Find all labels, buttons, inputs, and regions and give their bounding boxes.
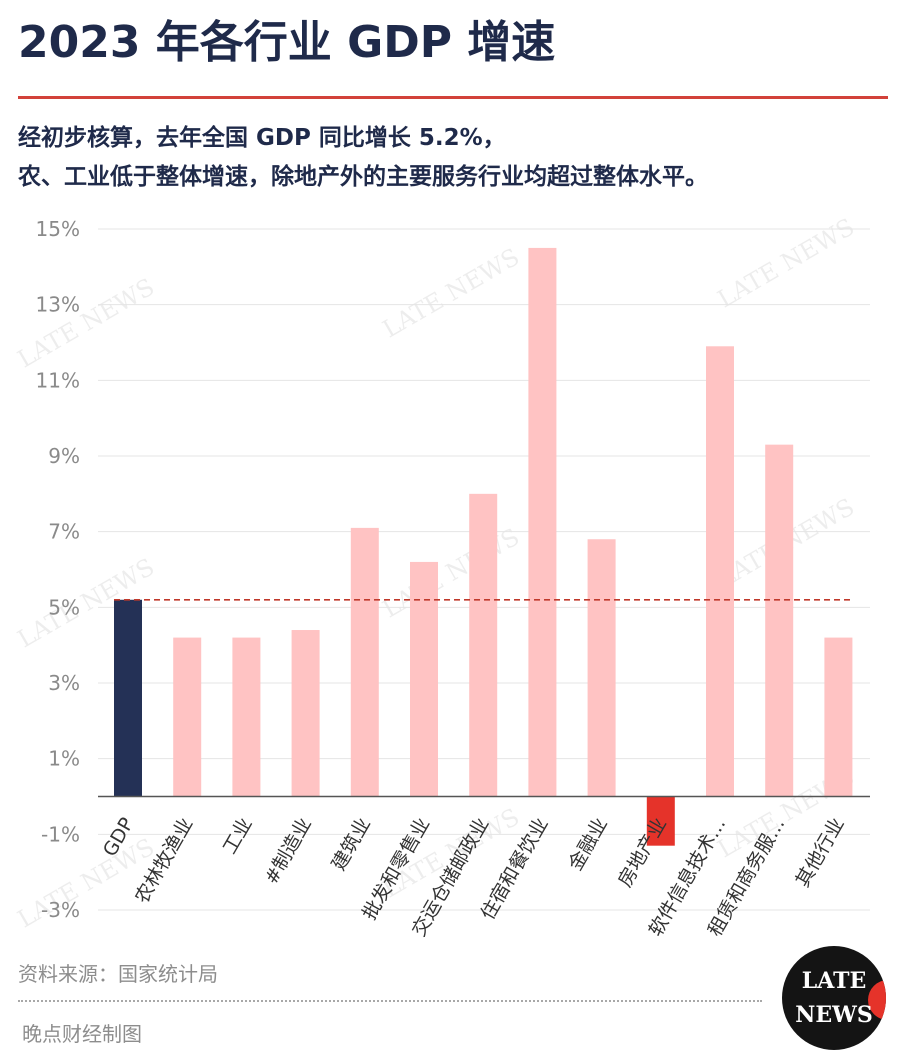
subtitle-line-2: 农、工业低于整体增速，除地产外的主要服务行业均超过整体水平。 <box>18 164 708 190</box>
y-tick-label: 13% <box>36 293 80 317</box>
watermark-text: LATE NEWS <box>713 213 859 314</box>
logo-line-2: NEWS <box>795 1002 873 1028</box>
late-news-logo: LATE NEWS <box>782 946 886 1050</box>
y-tick-label: 15% <box>36 217 80 241</box>
x-tick-label: 工业 <box>219 814 257 858</box>
y-tick-label: 11% <box>36 368 80 392</box>
x-tick-label: 其他行业 <box>792 814 849 891</box>
bar-7 <box>528 247 557 797</box>
x-tick-label: 建筑业 <box>328 814 376 874</box>
chart-credit: 晚点财经制图 <box>22 1022 142 1046</box>
y-tick-label: 7% <box>48 520 80 544</box>
bar-12 <box>824 637 853 797</box>
y-tick-label: 1% <box>48 747 80 771</box>
y-tick-label: 5% <box>48 595 80 619</box>
x-tick-label: #制造业 <box>260 814 316 888</box>
watermark-text: LATE NEWS <box>13 833 159 934</box>
y-tick-label: -3% <box>41 898 80 922</box>
watermark-text: LATE NEWS <box>13 273 159 374</box>
bar-1 <box>173 637 202 797</box>
watermark-text: LATE NEWS <box>378 523 524 624</box>
y-tick-label: -1% <box>41 822 80 846</box>
bar-10 <box>706 346 734 797</box>
bar-9 <box>646 796 675 846</box>
bar-8 <box>587 539 616 797</box>
title-divider <box>18 96 888 99</box>
y-axis-ticks: 15% 13% 11% 9% 7% 5% 3% 1% -1% -3% <box>36 217 80 922</box>
footer-divider <box>18 1000 762 1002</box>
bar-4 <box>350 527 379 797</box>
data-source: 资料来源：国家统计局 <box>18 962 218 986</box>
x-tick-label: 金融业 <box>564 814 612 874</box>
bar-2 <box>232 637 261 797</box>
bars <box>114 247 853 846</box>
page-title: 2023 年各行业 GDP 增速 <box>18 17 556 68</box>
watermark-text: LATE NEWS <box>378 243 524 344</box>
bar-5 <box>410 561 438 797</box>
bar-6 <box>469 493 498 797</box>
bar-11 <box>765 444 794 797</box>
subtitle-line-1: 经初步核算，去年全国 GDP 同比增长 5.2%， <box>18 125 506 151</box>
y-tick-label: 3% <box>48 671 80 695</box>
logo-line-1: LATE <box>801 968 867 994</box>
gdp-growth-bar-chart: LATE NEWS LATE NEWS LATE NEWS LATE NEWS LATE… <box>13 213 870 940</box>
x-tick-label: 房地产业 <box>614 814 671 891</box>
bar-0 <box>114 599 142 797</box>
bar-3 <box>291 630 320 797</box>
logo-red-accent <box>868 980 886 1020</box>
y-tick-label: 9% <box>48 444 80 468</box>
